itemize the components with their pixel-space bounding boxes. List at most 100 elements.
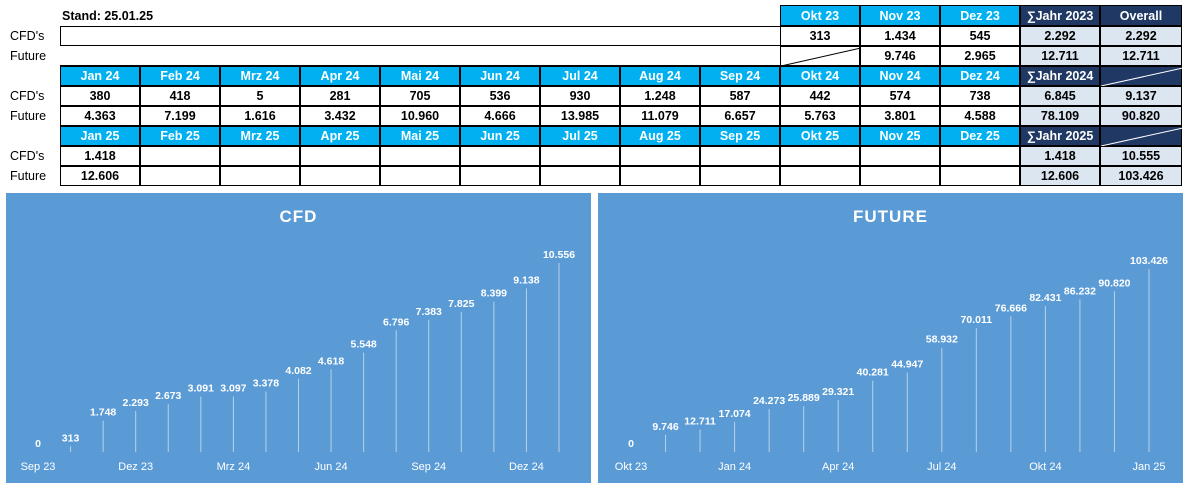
future-value-cell <box>380 166 460 186</box>
data-label: 86.232 <box>1064 285 1096 297</box>
x-tick-label: Apr 24 <box>822 461 854 473</box>
cfd-value-cell: 1.418 <box>60 146 140 166</box>
data-label: 40.281 <box>857 367 889 379</box>
header-cell: Aug 24 <box>620 66 700 86</box>
data-label: 313 <box>62 432 80 444</box>
header-cell: Jan 25 <box>60 126 140 146</box>
future-value-cell: 12.711 <box>1100 46 1182 66</box>
row-label-future: Future <box>10 49 47 63</box>
data-label: 8.399 <box>481 288 507 300</box>
row-label-future: Future <box>10 109 47 123</box>
cfd-value-cell: 418 <box>140 86 220 106</box>
row-label-future: Future <box>10 169 47 183</box>
future-value-cell: 9.746 <box>860 46 940 66</box>
cfd-value-cell: 545 <box>940 26 1020 46</box>
data-label: 29.321 <box>822 386 854 398</box>
x-tick-label: Dez 24 <box>509 461 544 473</box>
cfd-value-cell <box>700 146 780 166</box>
header-cell: Mai 25 <box>380 126 460 146</box>
data-label: 4.082 <box>285 365 311 377</box>
header-cell: Dez 23 <box>940 5 1020 26</box>
x-tick-label: Jan 24 <box>718 461 751 473</box>
future-value-cell <box>620 166 700 186</box>
data-label: 25.889 <box>788 392 820 404</box>
x-tick-label: Okt 23 <box>615 461 647 473</box>
cfd-value-cell: 5 <box>220 86 300 106</box>
future-value-cell: 3.801 <box>860 106 940 126</box>
data-label: 5.548 <box>350 339 376 351</box>
cfd-value-cell: 1.418 <box>1020 146 1100 166</box>
data-label: 1.748 <box>90 407 116 419</box>
header-cell: Mrz 24 <box>220 66 300 86</box>
future-value-cell <box>700 166 780 186</box>
header-cell: Nov 23 <box>860 5 940 26</box>
data-label: 76.666 <box>995 302 1027 314</box>
data-label: 58.932 <box>926 334 958 346</box>
cfd-value-cell: 738 <box>940 86 1020 106</box>
cfd-value-cell: 10.555 <box>1100 146 1182 166</box>
future-value-cell: 103.426 <box>1100 166 1182 186</box>
future-value-cell <box>540 166 620 186</box>
future-value-cell <box>220 166 300 186</box>
future-value-cell: 7.199 <box>140 106 220 126</box>
data-label: 44.947 <box>891 358 923 370</box>
data-label: 10.556 <box>543 249 575 261</box>
row-label-cfd: CFD's <box>10 29 45 43</box>
future-value-cell <box>300 166 380 186</box>
header-cell: Jul 25 <box>540 126 620 146</box>
header-cell: Mrz 25 <box>220 126 300 146</box>
future-value-cell <box>140 166 220 186</box>
data-label: 6.796 <box>383 316 409 328</box>
future-value-cell <box>780 166 860 186</box>
cfd-value-cell: 930 <box>540 86 620 106</box>
cfd-value-cell <box>860 146 940 166</box>
data-label: 3.091 <box>188 383 214 395</box>
header-cell: Aug 25 <box>620 126 700 146</box>
future-chart-title: FUTURE <box>853 207 928 226</box>
header-cell: Okt 23 <box>780 5 860 26</box>
cfd-value-cell: 574 <box>860 86 940 106</box>
cfd-value-cell <box>140 146 220 166</box>
header-cell: Dez 25 <box>940 126 1020 146</box>
data-label: 12.711 <box>684 416 716 428</box>
cfd-value-cell: 313 <box>780 26 860 46</box>
future-value-cell: 2.965 <box>940 46 1020 66</box>
future-value-cell <box>860 166 940 186</box>
header-cell: Dez 24 <box>940 66 1020 86</box>
empty-row-cell <box>60 46 780 66</box>
header-cell: Apr 25 <box>300 126 380 146</box>
future-value-cell: 78.109 <box>1020 106 1100 126</box>
cfd-value-cell: 2.292 <box>1100 26 1182 46</box>
cfd-value-cell: 536 <box>460 86 540 106</box>
header-cell: Apr 24 <box>300 66 380 86</box>
future-value-cell: 90.820 <box>1100 106 1182 126</box>
future-value-cell: 4.588 <box>940 106 1020 126</box>
data-label: 3.378 <box>253 378 279 390</box>
x-tick-label: Sep 24 <box>411 461 446 473</box>
cfd-value-cell <box>780 146 860 166</box>
future-value-cell <box>460 166 540 186</box>
x-tick-label: Dez 23 <box>118 461 153 473</box>
header-cell: Overall <box>1100 5 1182 26</box>
cfd-value-cell: 587 <box>700 86 780 106</box>
header-cell: Nov 25 <box>860 126 940 146</box>
data-label: 82.431 <box>1029 292 1061 304</box>
cfd-value-cell <box>460 146 540 166</box>
future-value-cell: 12.711 <box>1020 46 1100 66</box>
cfd-value-cell: 6.845 <box>1020 86 1100 106</box>
future-value-cell: 11.079 <box>620 106 700 126</box>
data-label: 70.011 <box>961 314 993 326</box>
header-cell: Jan 24 <box>60 66 140 86</box>
future-value-cell: 3.432 <box>300 106 380 126</box>
cfd-value-cell: 442 <box>780 86 860 106</box>
header-cell: Feb 25 <box>140 126 220 146</box>
x-tick-label: Jan 25 <box>1132 461 1165 473</box>
header-cell: Sep 24 <box>700 66 780 86</box>
header-cell: Mai 24 <box>380 66 460 86</box>
x-tick-label: Sep 23 <box>21 461 56 473</box>
cfd-value-cell: 705 <box>380 86 460 106</box>
header-cell: Sep 25 <box>700 126 780 146</box>
cfd-value-cell <box>380 146 460 166</box>
cfd-value-cell <box>540 146 620 166</box>
